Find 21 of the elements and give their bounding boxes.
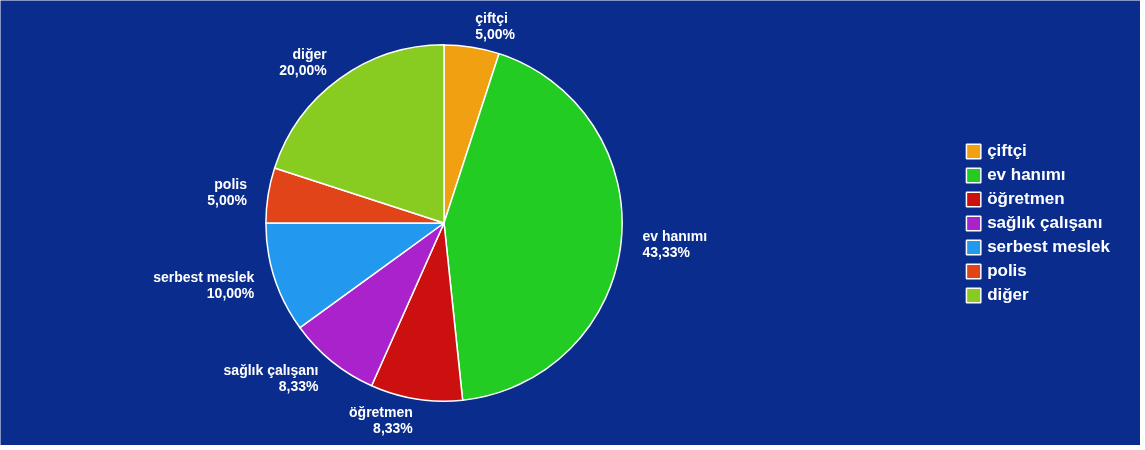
data-label: 10,00%	[206, 284, 255, 301]
data-label: 20,00%	[279, 61, 328, 78]
legend-label: ev hanımı	[987, 164, 1066, 185]
legend-label: çiftçi	[987, 140, 1027, 161]
legend-label: polis	[987, 260, 1027, 281]
legend-label: öğretmen	[987, 188, 1065, 209]
legend-label: diğer	[987, 284, 1029, 305]
data-label: 8,33%	[373, 419, 414, 436]
slice-label: serbest meslek	[153, 268, 255, 285]
data-label: 5,00%	[207, 191, 248, 208]
slice-label: polis	[214, 175, 248, 192]
data-label: 43,33%	[642, 243, 691, 260]
legend-label: serbest meslek	[987, 236, 1110, 257]
slice-label: çiftçi	[475, 10, 508, 27]
slice-label: sağlık çalışanı	[223, 361, 319, 378]
legend-label: sağlık çalışanı	[987, 212, 1103, 233]
slice-label: ev hanımı	[642, 227, 708, 244]
data-label: 8,33%	[278, 377, 320, 394]
slice-label: öğretmen	[349, 403, 413, 420]
slice-label: diğer	[292, 45, 328, 62]
data-label: 5,00%	[475, 26, 516, 43]
